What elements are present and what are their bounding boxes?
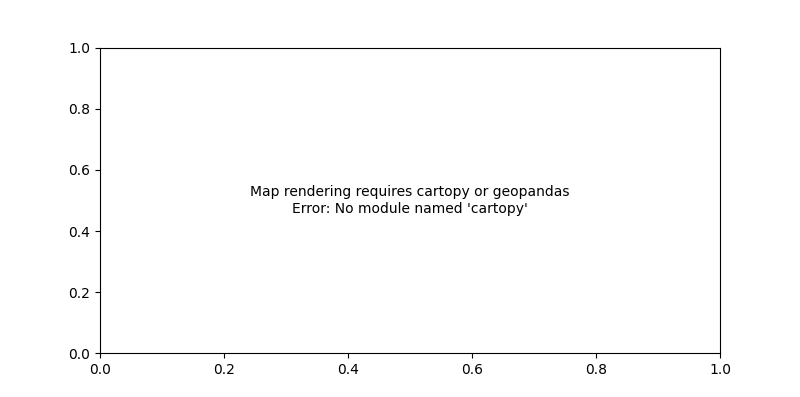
- Text: Map rendering requires cartopy or geopandas
Error: No module named 'cartopy': Map rendering requires cartopy or geopan…: [250, 185, 570, 216]
